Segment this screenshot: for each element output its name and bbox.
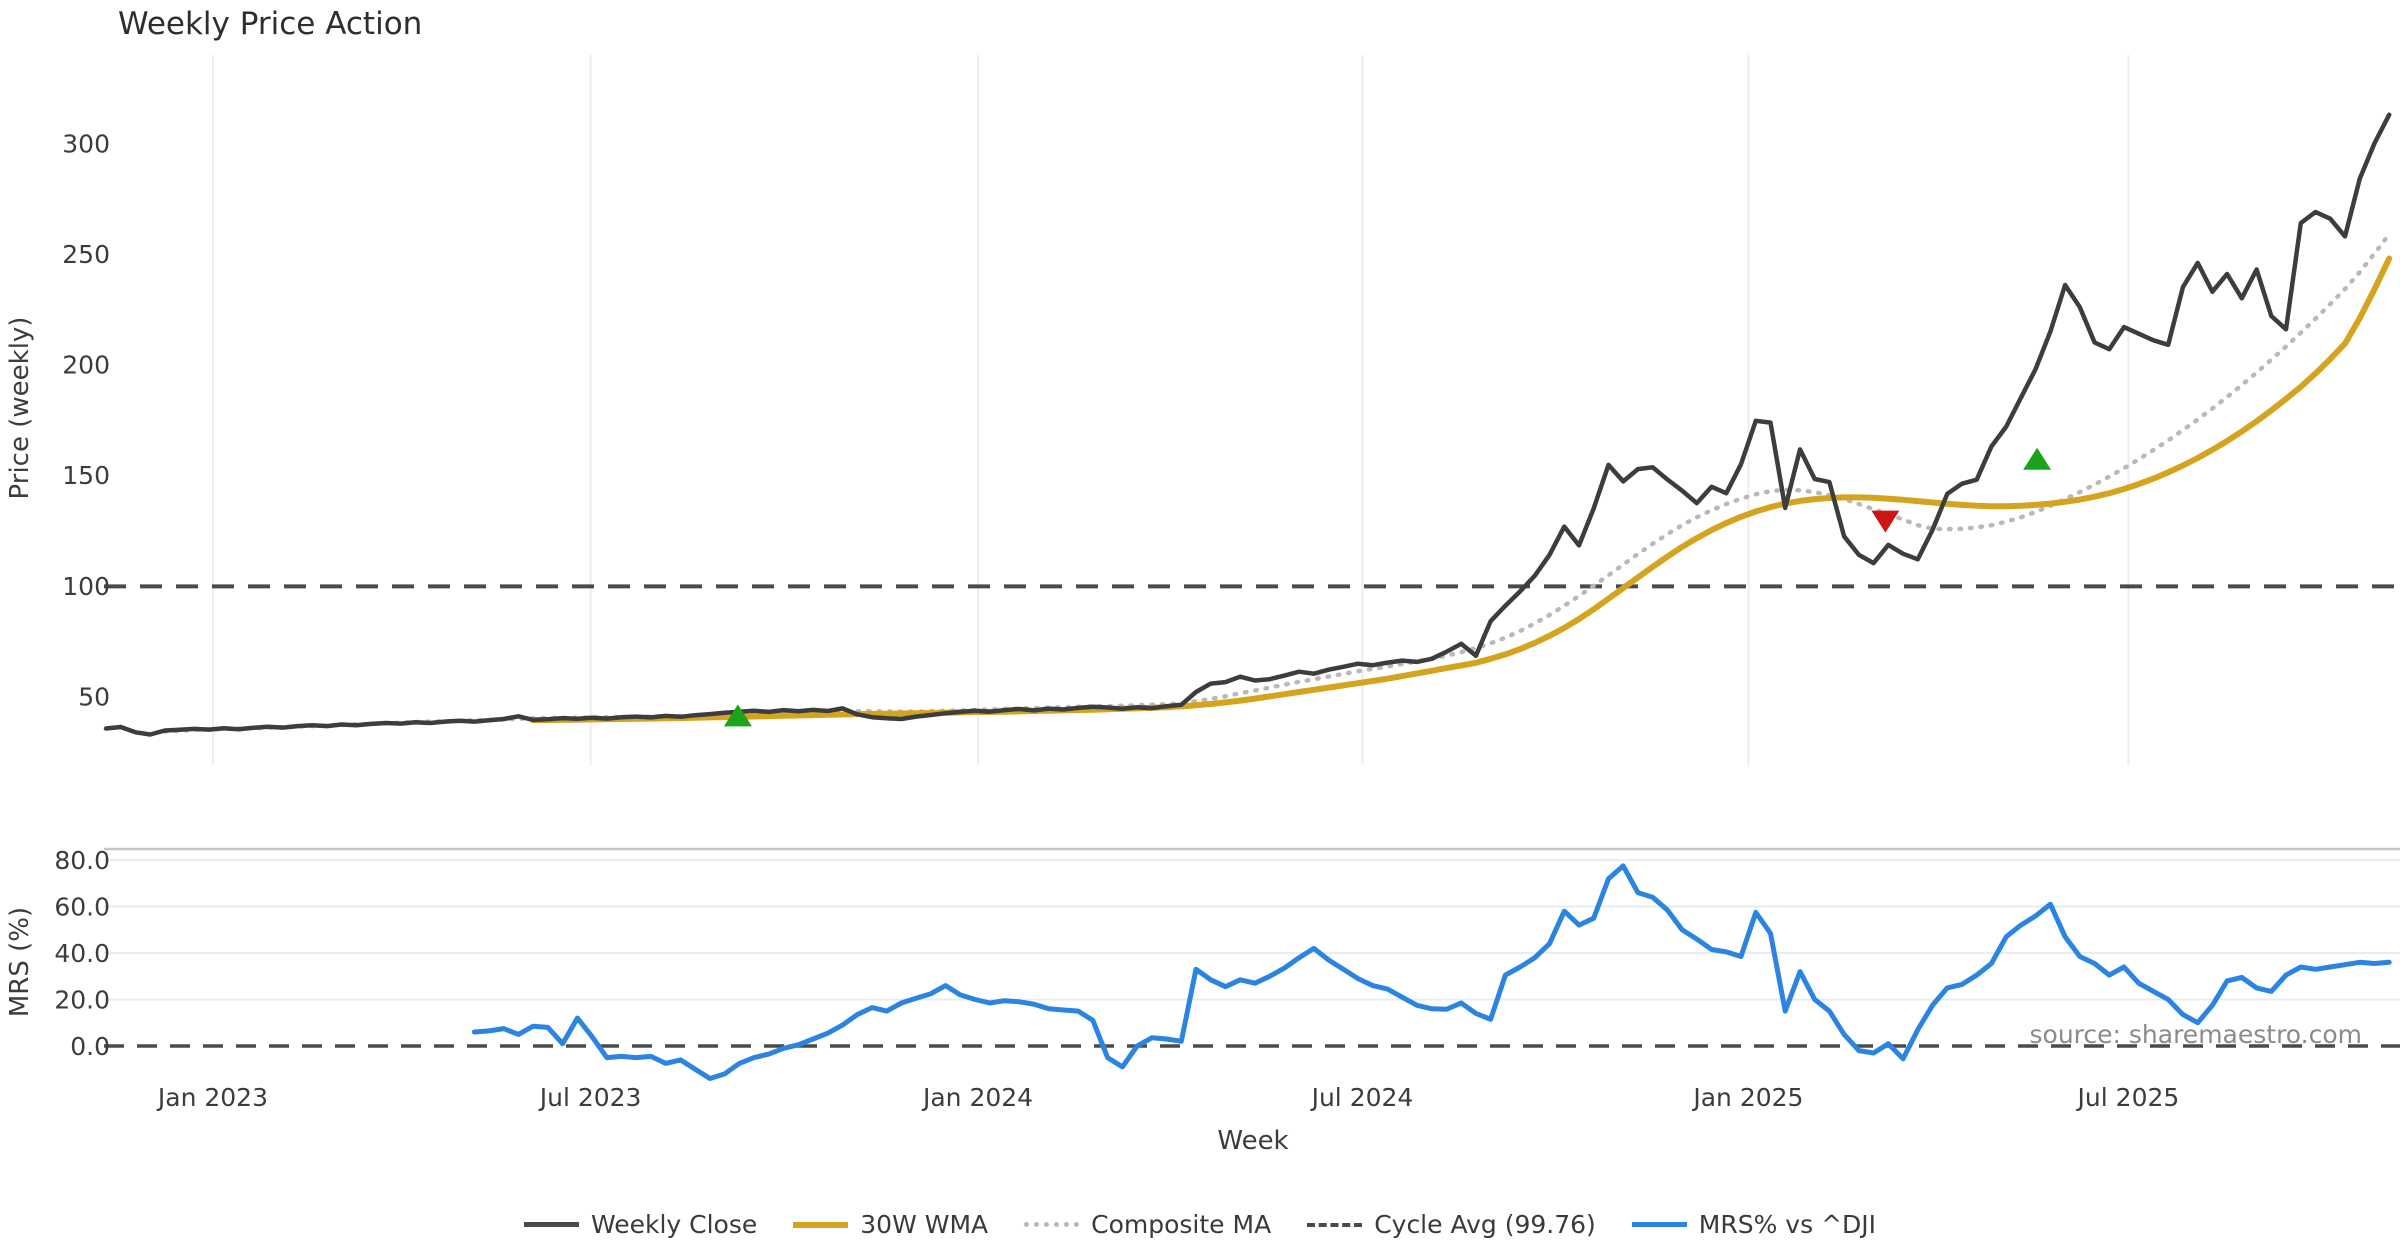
legend-item-wma: 30W WMA bbox=[793, 1210, 988, 1239]
xtick-label: Jan 2023 bbox=[156, 1083, 268, 1112]
weekly-close-line bbox=[103, 112, 2392, 737]
price-ytick-label: 150 bbox=[62, 461, 110, 490]
chart-legend: Weekly Close 30W WMA Composite MA Cycle … bbox=[523, 1210, 1877, 1239]
legend-label: MRS% vs ^DJI bbox=[1698, 1210, 1877, 1239]
mrs-line bbox=[471, 863, 2392, 1081]
price-ytick-label: 250 bbox=[62, 240, 110, 269]
price-ytick-label: 50 bbox=[78, 682, 110, 711]
legend-item-mrs: MRS% vs ^DJI bbox=[1631, 1210, 1877, 1239]
xtick-label: Jan 2025 bbox=[1691, 1083, 1803, 1112]
price-ytick-label: 100 bbox=[62, 572, 110, 601]
chart-title: Weekly Price Action bbox=[118, 6, 423, 42]
legend-item-cycle-avg: Cycle Avg (99.76) bbox=[1307, 1210, 1596, 1239]
xtick-label: Jul 2023 bbox=[538, 1083, 642, 1112]
source-watermark: source: sharemaestro.com bbox=[2029, 1020, 2363, 1049]
buy-signal-marker bbox=[2023, 447, 2052, 470]
mrs-ytick-label: 0.0 bbox=[70, 1032, 110, 1061]
mrs-ytick-label: 80.0 bbox=[54, 846, 110, 875]
mrs-ytick-label: 40.0 bbox=[54, 939, 110, 968]
mrs-line-swatch-icon bbox=[1631, 1222, 1687, 1227]
wma-line bbox=[530, 255, 2393, 724]
weekly-close-line-swatch-icon bbox=[523, 1222, 579, 1227]
wma-line-swatch-icon bbox=[793, 1221, 849, 1228]
xtick-label: Jul 2025 bbox=[2076, 1083, 2180, 1112]
legend-label: Cycle Avg (99.76) bbox=[1374, 1210, 1596, 1239]
legend-item-composite: Composite MA bbox=[1024, 1210, 1271, 1239]
legend-label: Composite MA bbox=[1091, 1210, 1272, 1239]
sell-signal-marker bbox=[1871, 510, 1900, 533]
xtick-label: Jan 2024 bbox=[921, 1083, 1033, 1112]
legend-label: Weekly Close bbox=[590, 1210, 758, 1239]
price-ytick-label: 200 bbox=[62, 351, 110, 380]
mrs-ytick-label: 20.0 bbox=[54, 986, 110, 1015]
x-axis-label: Week bbox=[1217, 1126, 1289, 1156]
price-ytick-label: 300 bbox=[62, 129, 110, 158]
composite-line-swatch-icon bbox=[1024, 1222, 1080, 1227]
mrs-ytick-label: 60.0 bbox=[54, 893, 110, 922]
xtick-label: Jul 2024 bbox=[1310, 1083, 1414, 1112]
price-axis-label: Price (weekly) bbox=[5, 316, 35, 500]
legend-label: 30W WMA bbox=[860, 1210, 989, 1239]
cycle-avg-line-swatch-icon bbox=[1307, 1222, 1363, 1227]
buy-signal-marker bbox=[723, 704, 752, 727]
legend-item-weekly-close: Weekly Close bbox=[523, 1210, 758, 1239]
mrs-axis-label: MRS (%) bbox=[5, 906, 35, 1018]
